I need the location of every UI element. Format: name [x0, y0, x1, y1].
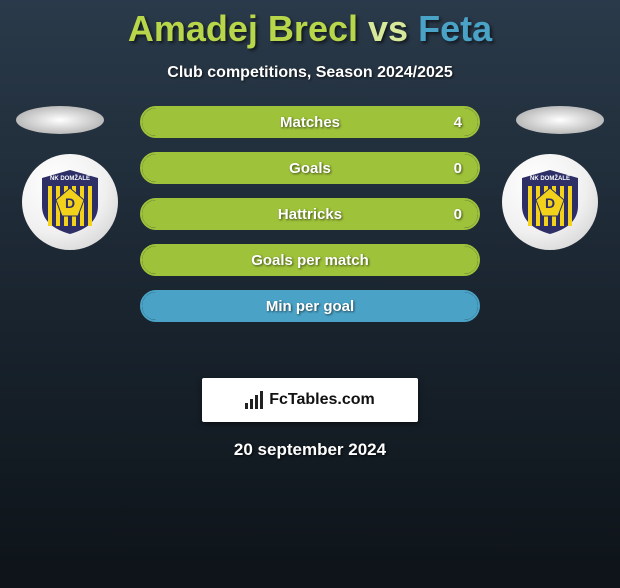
player2-ellipse	[516, 106, 604, 134]
svg-text:NK DOMŽALE: NK DOMŽALE	[50, 174, 90, 182]
svg-text:D: D	[545, 195, 555, 211]
player2-club-badge: NK DOMŽALE D	[502, 154, 598, 250]
site-name: FcTables.com	[269, 391, 375, 409]
player1-ellipse	[16, 106, 104, 134]
stat-label: Hattricks	[278, 206, 342, 223]
stat-rows: Matches 4 Goals 0 Hattricks 0 Goals per match M…	[140, 106, 480, 336]
stat-label: Min per goal	[266, 298, 354, 315]
player1-club-badge: NK DOMŽALE D	[22, 154, 118, 250]
bar-chart-icon	[245, 391, 263, 409]
subtitle: Club competitions, Season 2024/2025	[0, 64, 620, 82]
stat-label: Goals	[289, 160, 331, 177]
comparison-stage: NK DOMŽALE D NK DOMŽALE D Matches 4 Goals 0…	[0, 106, 620, 366]
vs-text: vs	[368, 8, 408, 49]
stat-label: Matches	[280, 114, 340, 131]
stat-row: Goals per match	[140, 244, 480, 276]
player2-name: Feta	[418, 8, 492, 49]
site-logo: FcTables.com	[202, 378, 418, 422]
stat-row: Hattricks 0	[140, 198, 480, 230]
stat-value: 0	[454, 160, 462, 177]
club-crest-icon: NK DOMŽALE D	[34, 166, 106, 238]
club-crest-icon: NK DOMŽALE D	[514, 166, 586, 238]
stat-value: 0	[454, 206, 462, 223]
stat-row: Matches 4	[140, 106, 480, 138]
comparison-title: Amadej Brecl vs Feta	[0, 8, 620, 50]
stat-value: 4	[454, 114, 462, 131]
svg-text:NK DOMŽALE: NK DOMŽALE	[530, 174, 570, 182]
stat-label: Goals per match	[251, 252, 369, 269]
svg-text:D: D	[65, 195, 75, 211]
stat-row: Goals 0	[140, 152, 480, 184]
date-text: 20 september 2024	[0, 440, 620, 460]
stat-row: Min per goal	[140, 290, 480, 322]
player1-name: Amadej Brecl	[128, 8, 358, 49]
